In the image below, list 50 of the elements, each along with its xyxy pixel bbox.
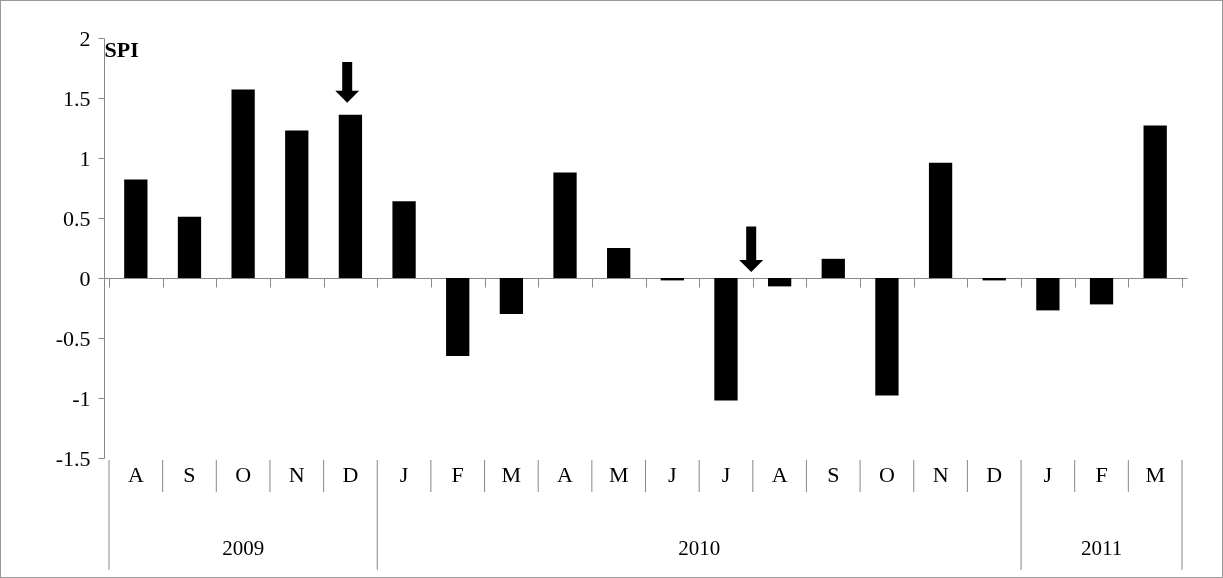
- x-tick-label: N: [288, 462, 305, 487]
- x-tick-label: J: [721, 462, 731, 487]
- x-tick-label: N: [932, 462, 949, 487]
- text: 2009: [222, 536, 265, 560]
- y-tick-label: 1: [79, 145, 91, 171]
- y-tick-label: 0.5: [63, 205, 91, 231]
- bar: [338, 114, 363, 278]
- x-tick-label: D: [986, 462, 1003, 487]
- x-tick-label: A: [127, 462, 144, 487]
- bar: [177, 216, 202, 278]
- y-tick-label: -0.5: [55, 325, 91, 351]
- bar: [553, 172, 577, 278]
- y-tick-label: 0: [79, 265, 91, 291]
- y-axis-title: SPI: [104, 36, 139, 62]
- bar: [1036, 278, 1060, 311]
- x-tick-label: A: [771, 462, 788, 487]
- bar: [392, 201, 416, 278]
- bar: [1089, 278, 1114, 305]
- x-tick-label: F: [451, 462, 464, 487]
- x-tick-label: S: [827, 462, 840, 487]
- y-tick-label: 2: [79, 25, 91, 51]
- x-tick-label: O: [235, 462, 252, 487]
- bar: [607, 248, 631, 278]
- bar: [285, 130, 309, 278]
- x-tick-label: D: [342, 462, 359, 487]
- x-tick-label: S: [183, 462, 196, 487]
- bar: [124, 179, 148, 278]
- bar: [767, 278, 792, 287]
- x-tick-label: J: [1043, 462, 1053, 487]
- x-tick-label: M: [608, 462, 629, 487]
- text: 2010: [678, 536, 721, 560]
- bar: [499, 278, 524, 314]
- x-tick-label: M: [501, 462, 522, 487]
- bar: [714, 278, 738, 401]
- y-tick-label: -1.5: [55, 445, 91, 471]
- x-tick-label: J: [668, 462, 678, 487]
- text: 2011: [1080, 536, 1123, 560]
- y-tick-label: -1: [72, 385, 91, 411]
- bar: [446, 278, 470, 356]
- x-tick-label: O: [878, 462, 895, 487]
- bar: [875, 278, 899, 396]
- x-tick-label: A: [557, 462, 574, 487]
- x-tick-label: J: [399, 462, 409, 487]
- x-tick-label: M: [1145, 462, 1165, 487]
- bar: [928, 162, 953, 278]
- y-tick-label: 1.5: [63, 85, 91, 111]
- bar: [231, 89, 255, 278]
- bar: [821, 258, 845, 278]
- bar: [1143, 125, 1167, 278]
- x-tick-label: F: [1095, 462, 1108, 487]
